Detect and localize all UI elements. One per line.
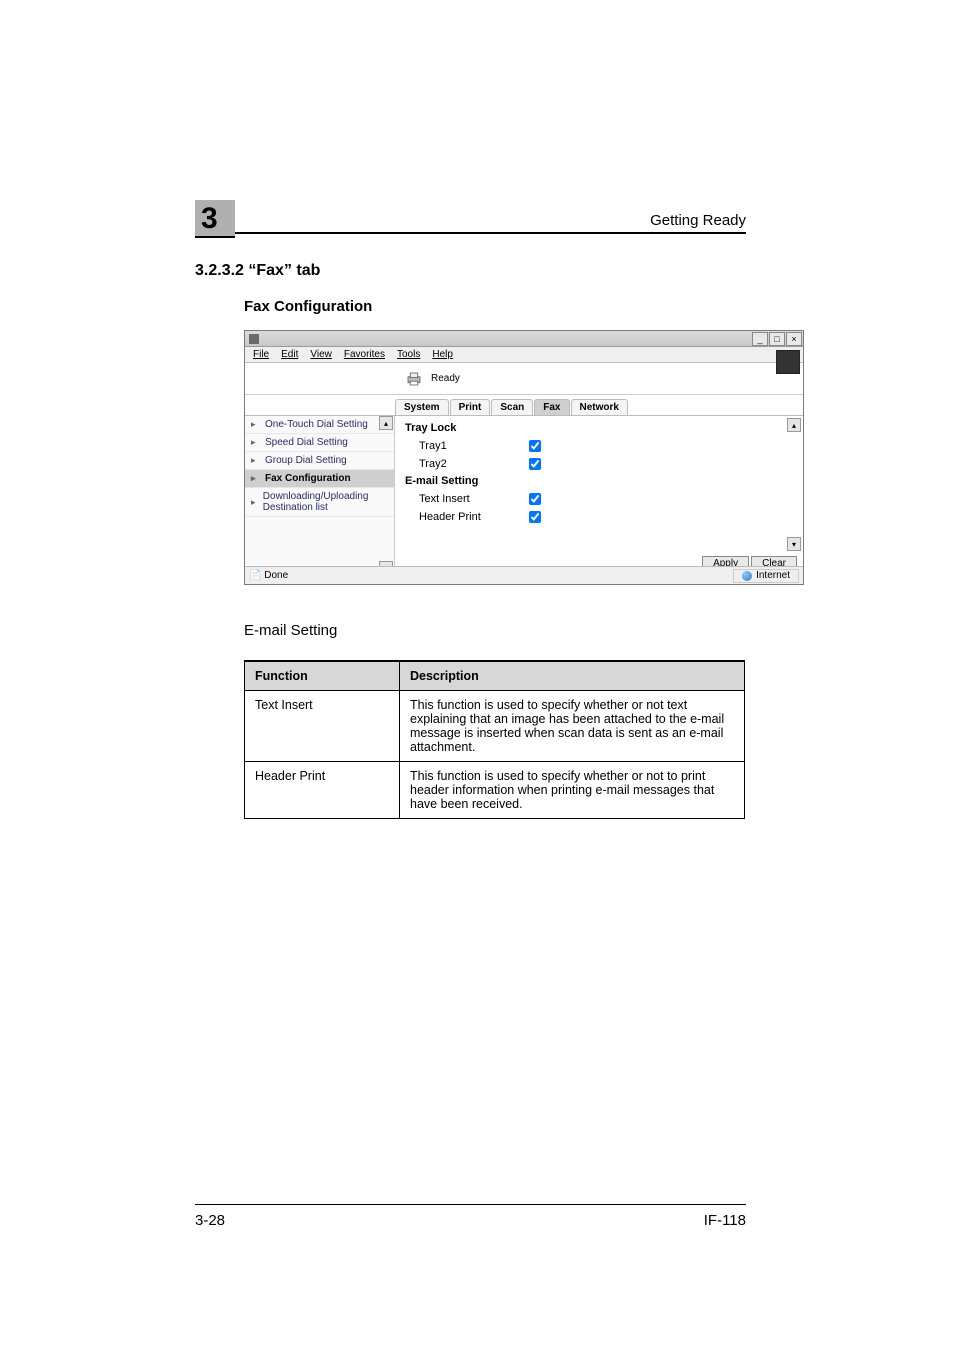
section-subheading: Fax Configuration — [244, 298, 372, 315]
checkbox-header-print[interactable] — [529, 511, 541, 523]
status-done: 📄 Done — [249, 570, 288, 581]
label-tray2: Tray2 — [405, 458, 525, 470]
ie-logo-icon — [776, 350, 800, 374]
doc-id: IF-118 — [704, 1212, 746, 1229]
content-scroll-up-button[interactable]: ▴ — [787, 418, 801, 432]
menubar: File Edit View Favorites Tools Help — [245, 347, 803, 363]
nav-label: Fax Configuration — [265, 473, 351, 484]
checkbox-tray1[interactable] — [529, 440, 541, 452]
chevron-right-icon: ▸ — [251, 455, 259, 466]
chevron-right-icon: ▸ — [251, 497, 257, 508]
device-status-text: Ready — [431, 373, 460, 384]
tab-scan[interactable]: Scan — [491, 399, 533, 415]
chevron-right-icon: ▸ — [251, 437, 259, 448]
menu-tools[interactable]: Tools — [397, 349, 420, 360]
globe-icon — [742, 571, 752, 581]
table-row: Header Print This function is used to sp… — [245, 762, 745, 819]
menu-help[interactable]: Help — [432, 349, 453, 360]
nav-fax-configuration[interactable]: ▸ Fax Configuration — [245, 470, 394, 488]
menu-file[interactable]: File — [253, 349, 269, 360]
col-description: Description — [400, 661, 745, 691]
doc-icon: 📄 — [249, 570, 261, 581]
nav-label: Downloading/Uploading Destination list — [263, 491, 388, 513]
label-header-print: Header Print — [405, 511, 525, 523]
nav-label: Group Dial Setting — [265, 455, 347, 466]
maximize-button[interactable]: □ — [769, 332, 785, 346]
running-head: Getting Ready — [650, 212, 746, 229]
device-status-row: Ready — [245, 363, 803, 395]
nav-scroll-up-button[interactable]: ▴ — [379, 416, 393, 430]
content-scroll-down-button[interactable]: ▾ — [787, 537, 801, 551]
nav-download-upload[interactable]: ▸ Downloading/Uploading Destination list — [245, 488, 394, 517]
statusbar: 📄 Done Internet — [245, 566, 803, 584]
close-button[interactable]: × — [786, 332, 802, 346]
nav-group-dial[interactable]: ▸ Group Dial Setting — [245, 452, 394, 470]
group-email-setting: E-mail Setting — [405, 475, 793, 487]
status-zone: Internet — [733, 569, 799, 583]
menu-edit[interactable]: Edit — [281, 349, 298, 360]
checkbox-tray2[interactable] — [529, 458, 541, 470]
nav-one-touch-dial[interactable]: ▸ One-Touch Dial Setting — [245, 416, 394, 434]
table-row: Text Insert This function is used to spe… — [245, 691, 745, 762]
email-setting-table: Function Description Text Insert This fu… — [244, 660, 745, 819]
side-nav: ▸ One-Touch Dial Setting ▸ Speed Dial Se… — [245, 416, 395, 575]
cell-function: Text Insert — [245, 691, 400, 762]
menu-favorites[interactable]: Favorites — [344, 349, 385, 360]
nav-label: One-Touch Dial Setting — [265, 419, 368, 430]
menu-view[interactable]: View — [310, 349, 332, 360]
app-icon — [249, 334, 259, 344]
nav-speed-dial[interactable]: ▸ Speed Dial Setting — [245, 434, 394, 452]
minimize-button[interactable]: _ — [752, 332, 768, 346]
section-heading: 3.2.3.2 “Fax” tab — [195, 262, 320, 280]
tab-print[interactable]: Print — [450, 399, 491, 415]
checkbox-text-insert[interactable] — [529, 493, 541, 505]
content-pane: Tray Lock Tray1 Tray2 E-mail Setting Tex… — [395, 416, 803, 575]
chevron-right-icon: ▸ — [251, 419, 259, 430]
page-number: 3-28 — [195, 1212, 225, 1229]
label-tray1: Tray1 — [405, 440, 525, 452]
tab-network[interactable]: Network — [571, 399, 628, 415]
cell-function: Header Print — [245, 762, 400, 819]
cell-description: This function is used to specify whether… — [400, 762, 745, 819]
chevron-right-icon: ▸ — [251, 473, 259, 484]
cell-description: This function is used to specify whether… — [400, 691, 745, 762]
footer-rule — [195, 1204, 746, 1205]
label-text-insert: Text Insert — [405, 493, 525, 505]
tab-system[interactable]: System — [395, 399, 449, 415]
header-rule — [235, 232, 746, 234]
col-function: Function — [245, 661, 400, 691]
tab-fax[interactable]: Fax — [534, 399, 569, 415]
email-setting-label: E-mail Setting — [244, 622, 337, 639]
nav-label: Speed Dial Setting — [265, 437, 348, 448]
browser-window: _ □ × File Edit View Favorites Tools Hel… — [244, 330, 804, 585]
group-tray-lock: Tray Lock — [405, 422, 793, 434]
titlebar: _ □ × — [245, 331, 803, 347]
chapter-number-chip: 3 — [195, 200, 235, 238]
printer-icon — [405, 370, 423, 388]
tabs: System Print Scan Fax Network — [245, 395, 803, 415]
